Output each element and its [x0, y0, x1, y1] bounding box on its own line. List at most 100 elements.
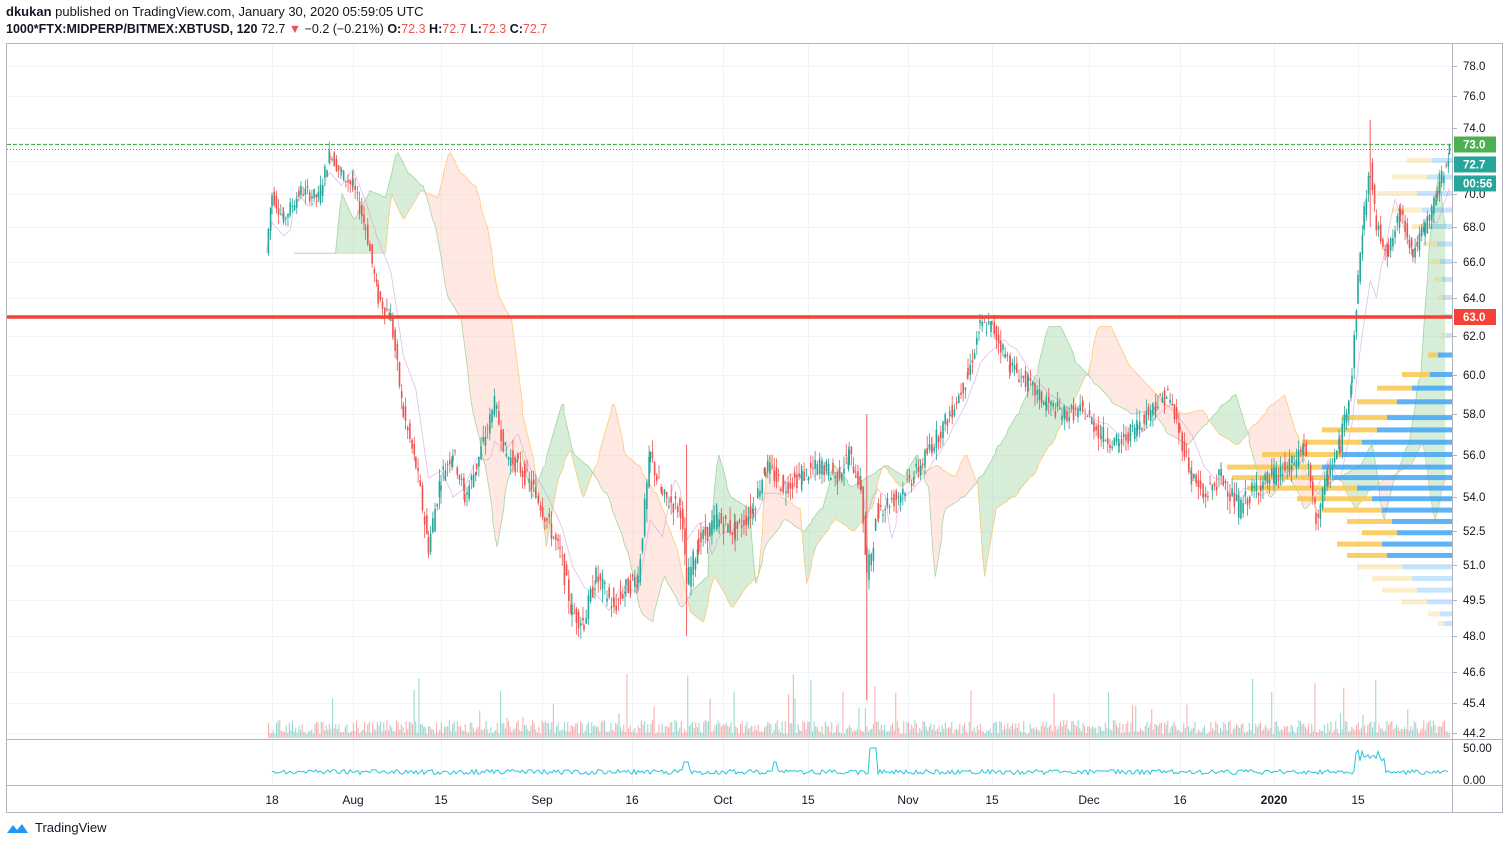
- candle-body: [1402, 210, 1404, 215]
- volume-bar: [287, 733, 289, 738]
- price-tick-label: 66.0: [1463, 257, 1485, 269]
- price-axis[interactable]: 78.076.074.072.070.068.066.064.062.060.0…: [1452, 61, 1486, 740]
- volume-bar: [1109, 728, 1111, 738]
- cloud-segment: [827, 484, 830, 532]
- volume-bar: [1399, 730, 1401, 738]
- volume-bar: [733, 691, 735, 738]
- candle-body: [724, 515, 727, 520]
- cloud-segment: [930, 466, 934, 554]
- candle-body: [1115, 434, 1118, 442]
- candle-body: [1447, 161, 1450, 167]
- candle-body: [843, 468, 845, 474]
- open-label: O:: [387, 22, 402, 36]
- grid: [7, 44, 1452, 785]
- profile-bar-buy: [1377, 427, 1452, 433]
- cloud-segment: [1067, 340, 1070, 415]
- candle-body: [331, 158, 333, 160]
- cloud-segment: [1133, 369, 1136, 414]
- volume-bar: [418, 678, 420, 738]
- cloud-segment: [348, 208, 351, 254]
- volume-bar: [663, 732, 665, 738]
- cloud-segment: [561, 404, 564, 472]
- volume-bar: [1392, 729, 1394, 738]
- horizontal-lines[interactable]: [7, 143, 1452, 319]
- volume-bar: [903, 721, 905, 738]
- volume-bar: [1013, 729, 1015, 738]
- volume-bar: [1221, 730, 1223, 738]
- volume-bar: [874, 686, 876, 738]
- cloud-segment: [653, 489, 654, 622]
- candlestick-series[interactable]: [267, 120, 1451, 701]
- volume-bar: [912, 727, 914, 738]
- candle-body: [1018, 379, 1020, 383]
- cloud-segment: [480, 207, 484, 459]
- volume-bar: [468, 732, 470, 738]
- candle-body: [864, 515, 867, 555]
- candle-body: [375, 279, 378, 283]
- cloud-segment: [369, 190, 372, 254]
- volume-bar: [1200, 731, 1202, 738]
- volume-bar: [311, 729, 313, 738]
- time-axis[interactable]: 18 Aug 15 Sep 16 Oct 15 Nov 15 Dec 16 2020 15: [265, 793, 1365, 807]
- candle-body: [752, 509, 755, 516]
- volume-bar: [799, 729, 801, 738]
- volume-bar: [831, 722, 833, 738]
- candle-body: [371, 244, 373, 264]
- candle-body: [766, 461, 769, 472]
- candle-body: [931, 444, 933, 453]
- candle-body: [754, 508, 757, 511]
- volume-bar: [440, 722, 442, 738]
- candle-body: [1293, 462, 1295, 466]
- volume-bar: [1288, 731, 1290, 738]
- candle-body: [1122, 433, 1125, 437]
- cloud-segment: [406, 169, 409, 216]
- candle-body: [1084, 418, 1086, 420]
- volume-bar: [1362, 714, 1364, 738]
- volume-bar: [1188, 726, 1190, 738]
- volume-bar: [1231, 733, 1233, 738]
- cloud-segment: [964, 455, 967, 497]
- volume-bar: [1359, 730, 1361, 738]
- cloud-segment: [665, 514, 667, 581]
- candle-body: [1436, 190, 1439, 199]
- volume-bar: [1136, 731, 1138, 738]
- volume-bar: [1079, 728, 1081, 738]
- candle-body: [1178, 422, 1180, 434]
- candle-body: [1152, 403, 1154, 416]
- candle-body: [643, 499, 646, 536]
- volume-bar: [333, 728, 335, 738]
- volume-bar: [1044, 726, 1046, 738]
- candle-body: [358, 201, 361, 214]
- volume-bar: [1388, 724, 1390, 738]
- candle-body: [472, 474, 475, 488]
- cloud-segment: [402, 160, 405, 219]
- candle-body: [764, 471, 767, 477]
- candle-body: [1350, 385, 1352, 398]
- cloud-segment: [1076, 363, 1079, 395]
- candle-body: [969, 364, 971, 376]
- candle-body: [526, 469, 528, 471]
- volume-bar: [703, 721, 705, 738]
- volume-bar: [560, 730, 562, 738]
- tag-countdown-box: [1454, 175, 1496, 192]
- volume-bar: [1252, 678, 1254, 738]
- volume-bar: [466, 731, 468, 738]
- cloud-segment: [433, 195, 436, 227]
- cloud-span-b: [294, 152, 1446, 623]
- cloud-segment: [1117, 340, 1120, 407]
- volume-bar: [780, 732, 782, 738]
- volume-bar: [1381, 728, 1383, 738]
- candle-body: [679, 511, 682, 519]
- profile-bar-buy: [1412, 576, 1452, 581]
- volume-bar: [616, 724, 618, 738]
- volume-bar: [839, 732, 841, 738]
- volume-bar: [1376, 732, 1378, 738]
- cloud-segment: [893, 469, 895, 481]
- volume-bar: [1444, 720, 1446, 738]
- cloud-segment: [719, 455, 722, 588]
- candle-body: [409, 423, 411, 439]
- author-name[interactable]: dkukan: [6, 4, 52, 19]
- candle-body: [1375, 215, 1378, 231]
- tradingview-branding[interactable]: TradingView: [6, 820, 107, 835]
